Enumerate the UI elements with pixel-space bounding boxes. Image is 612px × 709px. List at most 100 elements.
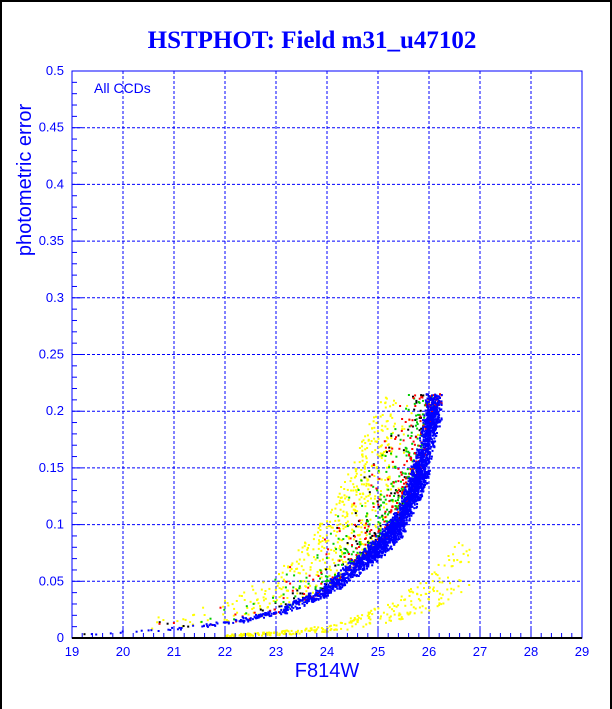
data-point-red xyxy=(384,526,387,529)
data-point-blue xyxy=(377,553,380,555)
data-point-green xyxy=(387,488,390,491)
data-point-blue xyxy=(351,573,354,576)
data-point-yellow xyxy=(206,619,209,622)
data-point-yellow xyxy=(360,469,363,471)
data-point-blue xyxy=(346,581,348,584)
data-point-yellow xyxy=(344,622,347,625)
data-point-blue xyxy=(426,447,428,450)
data-point-blue xyxy=(383,549,386,552)
data-point-blue xyxy=(330,581,333,584)
data-point-yellow xyxy=(356,614,359,617)
data-point-blue xyxy=(291,609,293,612)
data-point-yellow xyxy=(393,605,396,607)
data-point-yellow xyxy=(252,606,255,609)
data-point-yellow xyxy=(319,541,322,544)
data-point-green xyxy=(416,423,419,426)
data-point-yellow xyxy=(397,487,400,490)
data-point-green xyxy=(329,579,332,582)
data-point-blue xyxy=(405,507,408,510)
data-point-yellow xyxy=(340,558,343,561)
data-point-yellow xyxy=(276,584,279,587)
data-point-green xyxy=(407,408,410,411)
data-point-blue xyxy=(351,569,354,572)
data-point-yellow xyxy=(400,616,403,619)
data-point-red xyxy=(396,491,399,494)
data-point-blue xyxy=(345,566,347,569)
data-point-blue xyxy=(376,559,379,562)
data-point-yellow xyxy=(362,493,365,496)
data-point-red xyxy=(289,566,292,569)
data-point-yellow xyxy=(360,617,362,620)
data-point-blue xyxy=(417,496,420,499)
data-point-blue xyxy=(287,603,290,606)
data-point-yellow xyxy=(287,589,289,592)
data-point-yellow xyxy=(335,628,338,631)
data-point-blue xyxy=(411,490,414,493)
data-point-blue xyxy=(405,523,408,526)
data-point-blue xyxy=(339,583,342,586)
data-point-blue xyxy=(373,551,376,554)
data-point-blue xyxy=(332,579,334,581)
data-point-red xyxy=(408,418,411,421)
data-point-blue xyxy=(298,603,301,606)
data-point-yellow xyxy=(374,495,377,498)
data-point-blue xyxy=(412,478,415,481)
data-point-yellow xyxy=(380,457,383,460)
data-point-red xyxy=(390,509,393,512)
data-point-green xyxy=(368,523,371,526)
data-point-red xyxy=(403,463,406,466)
data-point-blue xyxy=(388,538,391,541)
data-point-yellow xyxy=(328,552,331,555)
data-point-yellow xyxy=(260,588,263,591)
data-point-black xyxy=(347,558,350,561)
data-point-yellow xyxy=(343,494,346,497)
data-point-blue xyxy=(364,550,367,552)
data-point-blue xyxy=(361,569,364,572)
data-point-blue xyxy=(432,415,435,418)
data-point-yellow xyxy=(373,475,376,477)
data-point-yellow xyxy=(321,628,324,631)
data-point-yellow xyxy=(249,634,252,637)
data-point-blue xyxy=(427,410,430,413)
data-point-yellow xyxy=(263,599,265,602)
data-point-red xyxy=(405,481,407,484)
data-point-blue xyxy=(323,596,326,599)
data-point-yellow xyxy=(365,457,368,460)
data-point-yellow xyxy=(438,602,441,605)
data-point-blue xyxy=(341,575,344,578)
data-point-black xyxy=(378,505,381,508)
data-point-blue xyxy=(388,527,391,530)
data-point-blue xyxy=(384,542,387,545)
data-point-red xyxy=(323,538,326,541)
data-point-yellow xyxy=(316,570,319,573)
data-point-blue xyxy=(420,485,423,488)
data-point-yellow xyxy=(305,572,308,575)
data-point-yellow xyxy=(341,553,344,556)
data-point-yellow xyxy=(363,471,366,474)
data-point-blue xyxy=(357,557,359,560)
data-point-red xyxy=(409,437,412,439)
data-point-green xyxy=(376,535,379,538)
data-point-black xyxy=(413,408,416,411)
data-point-blue xyxy=(397,530,400,533)
data-point-yellow xyxy=(456,559,459,561)
data-point-green xyxy=(367,542,370,545)
data-point-red xyxy=(384,516,387,519)
data-point-green xyxy=(419,434,422,437)
data-point-yellow xyxy=(288,601,291,604)
data-point-yellow xyxy=(298,558,301,561)
data-point-green xyxy=(379,493,382,496)
data-point-yellow xyxy=(322,631,325,633)
data-point-blue xyxy=(296,600,298,603)
data-point-blue xyxy=(356,560,359,562)
data-point-yellow xyxy=(447,555,450,557)
data-point-red xyxy=(291,589,294,592)
data-point-blue xyxy=(427,415,430,418)
data-point-yellow xyxy=(319,529,322,531)
data-point-yellow xyxy=(293,570,296,573)
data-point-yellow xyxy=(420,594,423,597)
data-point-yellow xyxy=(361,542,363,545)
data-point-yellow xyxy=(313,626,316,629)
data-point-blue xyxy=(412,470,415,473)
